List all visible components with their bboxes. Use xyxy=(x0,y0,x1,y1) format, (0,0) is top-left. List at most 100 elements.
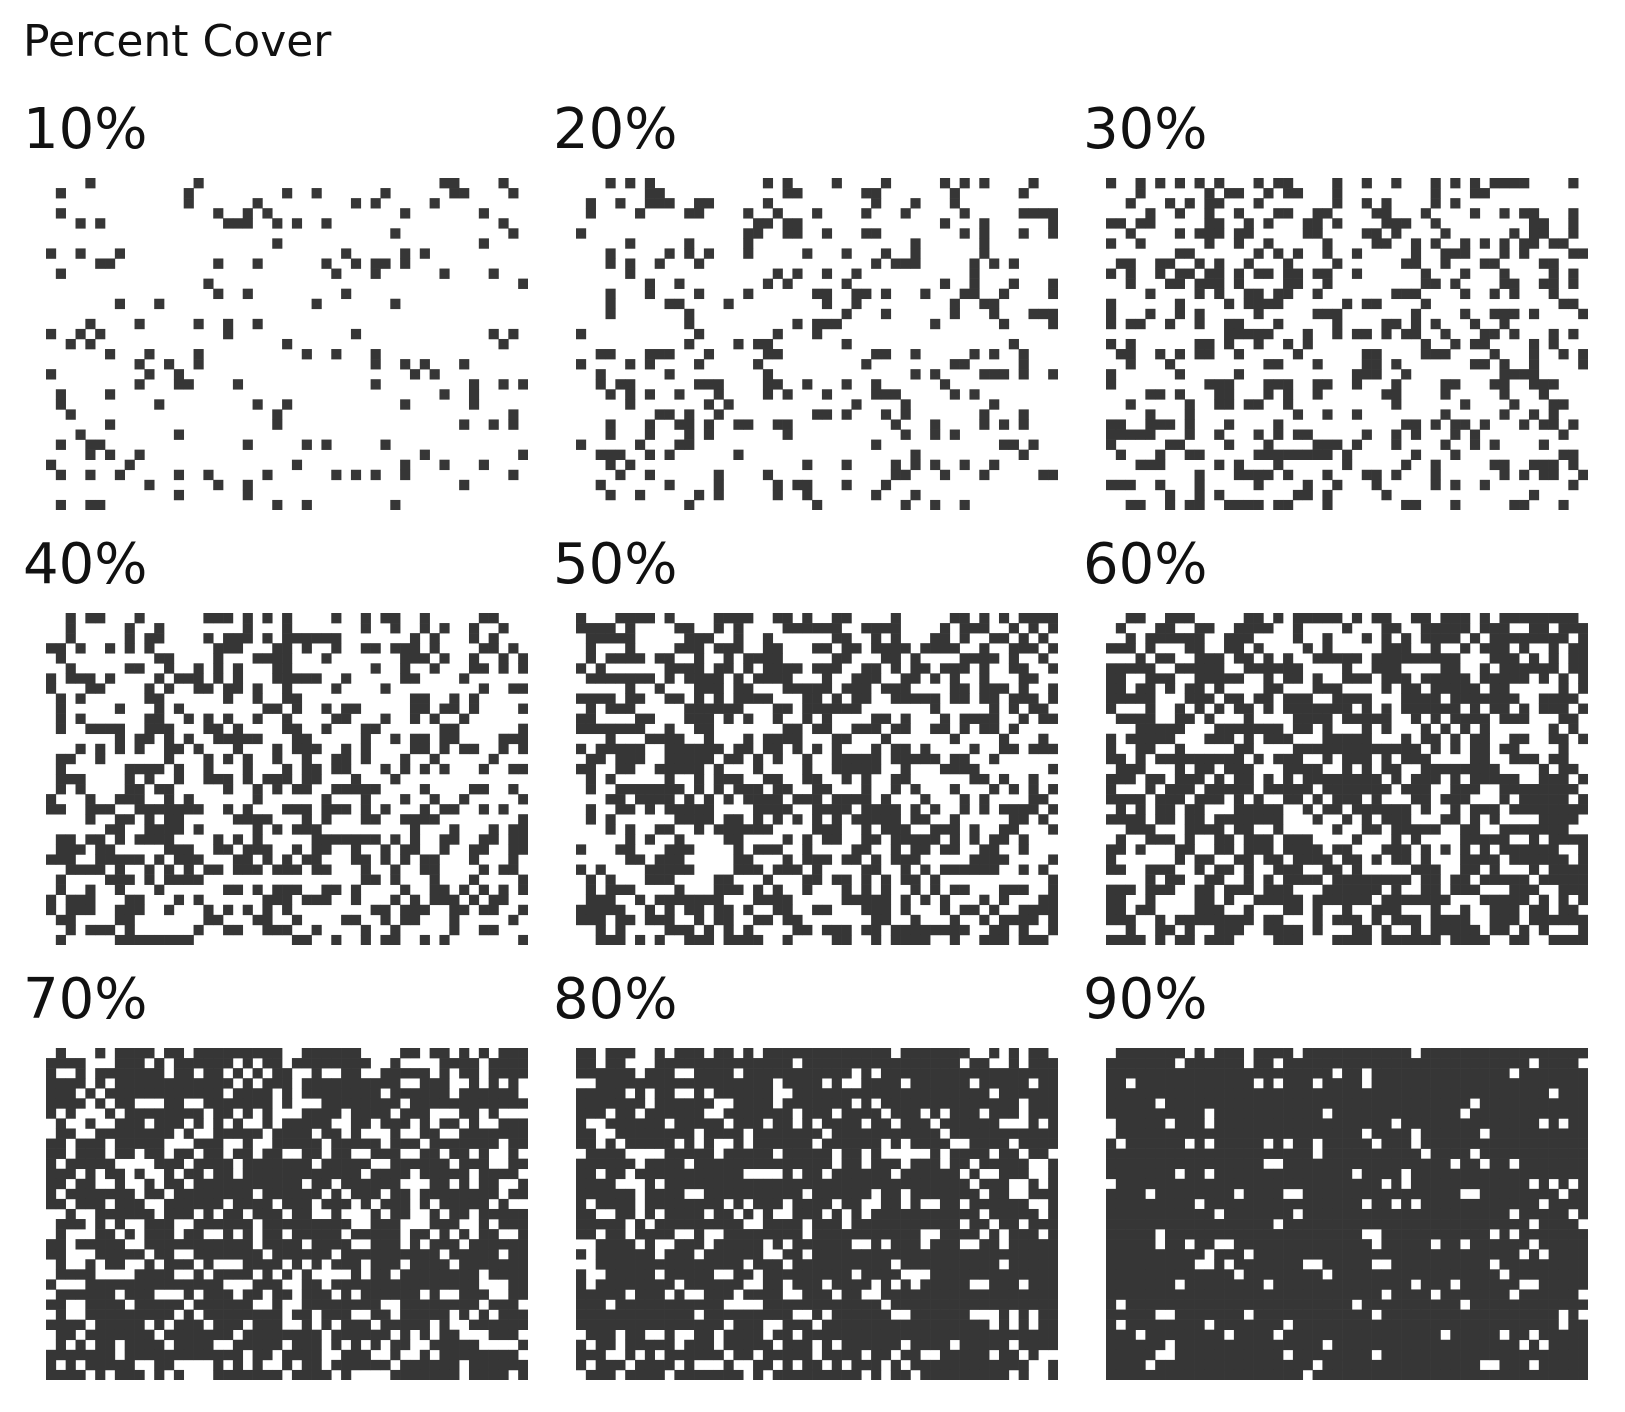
cover-cell xyxy=(1548,753,1559,765)
cover-cell xyxy=(1038,894,1049,906)
cover-cell xyxy=(478,1229,489,1240)
cover-cell xyxy=(1528,349,1540,360)
cover-cell xyxy=(1371,663,1382,674)
cover-cell xyxy=(1558,834,1569,845)
cover-cell xyxy=(1509,743,1520,755)
cover-cell xyxy=(114,1299,125,1310)
cover-cell xyxy=(350,1259,362,1270)
cover-cell xyxy=(85,1349,96,1361)
cover-cell xyxy=(1499,894,1510,906)
cover-cell xyxy=(282,663,293,674)
cover-cell xyxy=(409,1229,421,1240)
cover-cell xyxy=(1479,713,1490,724)
cover-cell xyxy=(1214,773,1225,785)
cover-cell xyxy=(772,489,783,501)
cover-cell xyxy=(400,1249,411,1260)
cover-cell xyxy=(1263,623,1274,634)
cover-cell xyxy=(262,1329,273,1341)
cover-cell xyxy=(439,459,450,471)
cover-cell xyxy=(1233,753,1245,765)
cover-cell xyxy=(419,703,430,714)
cover-cell xyxy=(1519,854,1530,865)
cover-cell xyxy=(459,188,470,199)
cover-cell xyxy=(400,643,411,654)
cover-cell xyxy=(1391,844,1402,855)
cover-cell xyxy=(615,449,626,460)
cover-cell xyxy=(753,1148,764,1159)
cover-cell xyxy=(1410,449,1422,460)
cover-cell xyxy=(213,1048,224,1059)
cover-cell xyxy=(1440,683,1451,694)
cover-cell xyxy=(85,1138,96,1149)
cover-cell xyxy=(213,1188,224,1200)
cover-cell xyxy=(1430,633,1441,644)
cover-cell xyxy=(350,1359,362,1371)
cover-cell xyxy=(291,804,303,815)
cover-cell xyxy=(1194,338,1205,350)
cover-cell xyxy=(998,773,1010,785)
cover-cell xyxy=(821,904,833,916)
cover-cell xyxy=(232,723,244,735)
cover-cell xyxy=(291,784,303,795)
cover-cell xyxy=(272,499,283,510)
cover-cell xyxy=(193,663,204,674)
cover-cell xyxy=(213,643,224,654)
cover-cell xyxy=(880,643,892,654)
cover-cell xyxy=(1194,814,1205,825)
cover-cell xyxy=(989,693,1000,704)
cover-cell xyxy=(949,1048,960,1059)
cover-cell xyxy=(409,1239,421,1250)
cover-cell xyxy=(703,673,715,684)
cover-cell xyxy=(242,613,253,624)
cover-cell xyxy=(1106,379,1117,390)
cover-cell xyxy=(1578,934,1588,945)
cover-cell xyxy=(1568,904,1579,916)
cover-cell xyxy=(46,643,57,654)
cover-cell xyxy=(311,773,322,785)
cover-cell xyxy=(429,814,440,825)
cover-cell xyxy=(615,1088,626,1099)
cover-cell xyxy=(733,643,744,654)
cover-cell xyxy=(301,1168,312,1180)
cover-cell xyxy=(890,723,901,735)
cover-cell xyxy=(242,854,253,865)
cover-cell xyxy=(762,218,774,229)
cover-cell xyxy=(311,1349,322,1361)
cover-cell xyxy=(861,1048,872,1059)
cover-cell xyxy=(1243,623,1254,634)
cover-cell xyxy=(291,1198,303,1210)
cover-cell xyxy=(105,804,116,815)
cover-cell xyxy=(949,753,960,765)
cover-cell xyxy=(920,864,931,875)
cover-cell xyxy=(910,1118,921,1129)
cover-cell xyxy=(625,359,636,370)
cover-cell xyxy=(518,663,528,674)
cover-cell xyxy=(409,1259,421,1270)
cover-cell xyxy=(282,1198,293,1210)
cover-cell xyxy=(1224,784,1235,795)
cover-cell xyxy=(1253,399,1264,410)
cover-cell xyxy=(370,1359,381,1371)
cover-cell xyxy=(124,924,135,936)
cover-cell xyxy=(95,1148,106,1159)
cover-cell xyxy=(1028,623,1039,634)
cover-cell xyxy=(1430,218,1441,229)
cover-cell xyxy=(459,1088,470,1099)
cover-cell xyxy=(429,1339,440,1351)
cover-cell xyxy=(1371,794,1382,805)
cover-cell xyxy=(871,198,882,209)
cover-cell xyxy=(1194,278,1205,289)
cover-cell xyxy=(439,804,450,815)
cover-cell xyxy=(390,643,401,654)
cover-cell xyxy=(46,1359,57,1371)
cover-cell xyxy=(1538,419,1549,430)
cover-cell xyxy=(1420,349,1431,360)
cover-cell xyxy=(684,673,695,684)
cover-cell xyxy=(1460,713,1471,724)
cover-cell xyxy=(1048,308,1058,320)
cover-cell xyxy=(1224,884,1235,895)
cover-cell xyxy=(242,1128,253,1139)
cover-cell xyxy=(311,1088,322,1099)
cover-cell xyxy=(301,673,312,684)
cover-cell xyxy=(164,834,175,845)
